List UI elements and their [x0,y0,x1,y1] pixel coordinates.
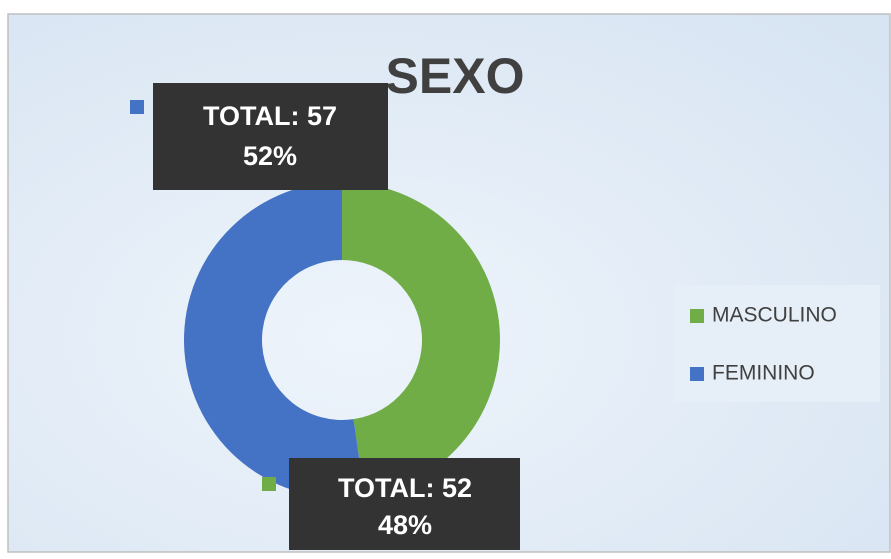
data-label-key [262,477,276,491]
legend-key [690,367,704,381]
data-label: TOTAL: 57 [203,101,337,131]
data-label-key [130,100,144,114]
chart-title: SEXO [386,48,525,104]
data-label-box [153,83,388,190]
data-label: TOTAL: 52 [338,473,472,503]
donut-slice [342,182,500,497]
percent-label: 52% [243,141,297,171]
data-label-box [289,458,520,550]
legend-box [675,285,880,402]
legend-key [690,309,704,323]
legend-label: MASCULINO [712,304,837,327]
donut-slice [184,182,365,498]
legend-label: FEMININO [712,362,815,385]
percent-label: 48% [378,510,432,540]
